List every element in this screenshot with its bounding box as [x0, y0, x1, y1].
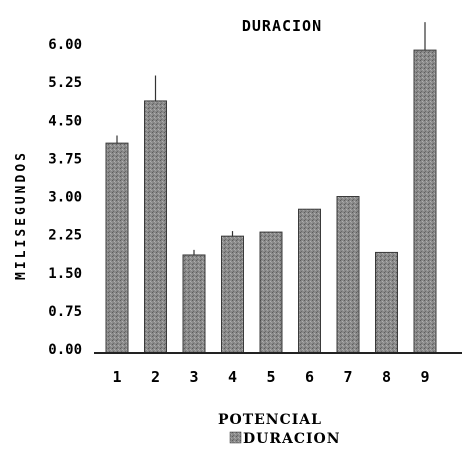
x-tick-label: 6	[305, 368, 314, 386]
bar	[144, 100, 167, 354]
bar	[105, 142, 129, 354]
x-tick-label: 1	[112, 368, 121, 386]
x-axis-ticks: 1 2 3 4 5 6 7 8 9	[112, 368, 429, 386]
bar	[221, 235, 244, 354]
y-tick-label: 3.75	[48, 151, 82, 167]
x-tick-label: 8	[382, 368, 391, 386]
y-axis-ticks: 6.00 5.25 4.50 3.75 3.00 2.25 1.50 0.75 0.00	[48, 37, 82, 358]
x-tick-label: 2	[151, 368, 160, 386]
y-tick-label: 3.00	[48, 190, 82, 206]
y-axis-label: MILISEGUNDOS	[14, 150, 29, 280]
legend: DURACION	[229, 431, 341, 447]
x-tick-label: 3	[189, 368, 198, 386]
bar	[413, 49, 437, 354]
y-tick-label: 6.00	[48, 37, 82, 53]
bar	[259, 231, 283, 354]
y-tick-label: 4.50	[48, 113, 82, 129]
legend-swatch	[229, 431, 242, 444]
bar	[336, 196, 360, 354]
legend-label: DURACION	[243, 431, 341, 447]
chart-title: DURACION	[242, 17, 322, 35]
bars	[105, 22, 437, 354]
bar	[375, 251, 398, 354]
x-tick-label: 7	[343, 368, 352, 386]
x-tick-label: 4	[228, 368, 237, 386]
x-tick-label: 5	[266, 368, 275, 386]
bar	[182, 254, 206, 354]
x-axis-label: POTENCIAL	[218, 412, 322, 428]
x-tick-label: 9	[420, 368, 429, 386]
y-tick-label: 1.50	[48, 266, 82, 282]
y-tick-label: 0.75	[48, 304, 82, 320]
bar	[298, 208, 321, 354]
y-tick-label: 0.00	[48, 342, 82, 358]
y-tick-label: 5.25	[48, 75, 82, 91]
y-tick-label: 2.25	[48, 228, 82, 244]
